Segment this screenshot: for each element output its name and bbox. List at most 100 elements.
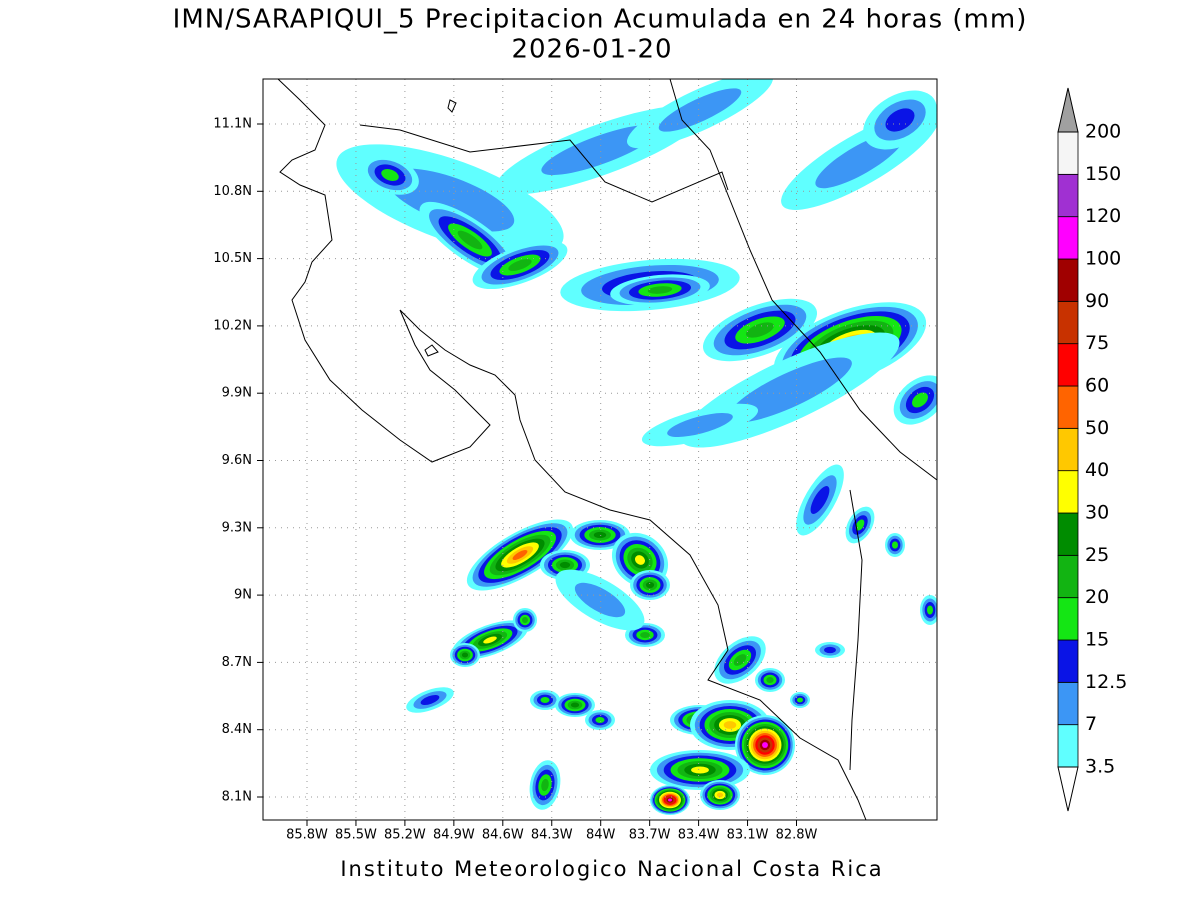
colorbar-label: 15 bbox=[1085, 629, 1109, 651]
colorbar-arrow-bottom bbox=[1057, 766, 1079, 812]
rain-area bbox=[810, 486, 830, 514]
rain-area bbox=[508, 259, 532, 271]
x-tick-label: 83.1W bbox=[727, 828, 769, 843]
colorbar-label: 200 bbox=[1085, 121, 1121, 143]
colorbar-label: 50 bbox=[1085, 417, 1109, 439]
title: IMN/SARAPIQUI_5 Precipitacion Acumulada … bbox=[173, 5, 1028, 35]
precipitation-field bbox=[336, 79, 937, 815]
colorbar-label: 20 bbox=[1085, 586, 1109, 608]
credit: Instituto Meteorologico Nacional Costa R… bbox=[340, 857, 883, 881]
rain-area bbox=[658, 88, 742, 132]
color-swatch bbox=[1057, 216, 1079, 260]
colorbar-arrow-top bbox=[1057, 87, 1079, 133]
colorbar-label: 12.5 bbox=[1085, 671, 1127, 693]
colorbar-label: 40 bbox=[1085, 459, 1109, 481]
rain-area bbox=[824, 646, 836, 654]
rain-area bbox=[540, 696, 550, 704]
color-swatch bbox=[1057, 300, 1079, 345]
y-tick-label: 10.2N bbox=[213, 318, 252, 333]
rain-area bbox=[645, 581, 655, 589]
coastlines bbox=[277, 79, 937, 820]
rain-area bbox=[483, 636, 497, 644]
color-swatch bbox=[1057, 597, 1079, 641]
x-tick-label: 84.9W bbox=[433, 828, 475, 843]
color-swatch bbox=[1057, 385, 1079, 429]
color-swatch bbox=[1057, 131, 1079, 175]
colorbar: 3.5 7 12.5 15 20 25 30 40 50 60 75 90 100 120 150 200 bbox=[1057, 87, 1127, 812]
rain-area bbox=[522, 617, 528, 623]
rain-area bbox=[796, 697, 804, 703]
grid: 85.8W 85.5W 85.2W 84.9W 84.6W 84.3W 84W 83.7W 83… bbox=[213, 79, 937, 843]
y-tick-label: 10.5N bbox=[213, 251, 252, 266]
rain-area bbox=[891, 541, 899, 549]
colorbar-label: 30 bbox=[1085, 502, 1109, 524]
x-tick-label: 84.6W bbox=[482, 828, 524, 843]
x-tick-label: 85.5W bbox=[335, 828, 377, 843]
rain-area bbox=[381, 169, 399, 181]
rain-area bbox=[667, 412, 733, 438]
rain-area bbox=[640, 632, 650, 638]
rain-area bbox=[461, 652, 469, 658]
rain-area bbox=[647, 286, 673, 294]
x-tick-label: 82.8W bbox=[776, 828, 818, 843]
rain-area bbox=[457, 230, 483, 250]
colorbar-label: 150 bbox=[1085, 163, 1121, 185]
colorbar-label: 75 bbox=[1085, 332, 1109, 354]
rain-area bbox=[762, 742, 768, 748]
rain-area bbox=[668, 798, 672, 802]
colorbar-label: 7 bbox=[1085, 713, 1097, 735]
x-tick-label: 83.7W bbox=[629, 828, 671, 843]
color-swatch bbox=[1057, 639, 1079, 683]
rain-area bbox=[716, 792, 724, 798]
rain-area bbox=[574, 582, 626, 618]
x-tick-label: 84W bbox=[586, 828, 616, 843]
colorbar-label: 60 bbox=[1085, 375, 1109, 397]
colorbar-label: 120 bbox=[1085, 205, 1121, 227]
y-tick-label: 11.1N bbox=[213, 117, 252, 132]
rain-area bbox=[766, 677, 774, 683]
x-tick-label: 85.8W bbox=[286, 828, 328, 843]
y-tick-label: 9.9N bbox=[222, 386, 252, 401]
rain-area bbox=[541, 778, 549, 792]
y-tick-label: 9.3N bbox=[222, 520, 252, 535]
rain-area bbox=[926, 605, 934, 615]
y-tick-label: 8.1N bbox=[222, 790, 252, 805]
colorbar-label: 3.5 bbox=[1085, 756, 1115, 778]
color-swatch bbox=[1057, 554, 1079, 599]
color-swatch bbox=[1057, 343, 1079, 387]
rain-area bbox=[559, 561, 571, 569]
colorbar-label: 100 bbox=[1085, 248, 1121, 270]
rain-area bbox=[746, 322, 774, 338]
rain-area bbox=[512, 550, 528, 560]
x-tick-label: 84.3W bbox=[531, 828, 573, 843]
x-tick-label: 85.2W bbox=[384, 828, 426, 843]
color-swatch bbox=[1057, 470, 1079, 514]
rain-area bbox=[691, 766, 709, 774]
color-swatch bbox=[1057, 173, 1079, 218]
color-swatch bbox=[1057, 258, 1079, 302]
color-swatch bbox=[1057, 512, 1079, 556]
colorbar-label: 25 bbox=[1085, 544, 1109, 566]
rain-area bbox=[570, 702, 580, 708]
rain-area bbox=[595, 716, 605, 724]
rain-area bbox=[885, 108, 915, 132]
rain-area bbox=[420, 694, 440, 706]
rain-area bbox=[635, 555, 645, 565]
rain-area bbox=[723, 721, 737, 729]
map-frame bbox=[262, 78, 938, 821]
rain-area bbox=[728, 357, 852, 423]
y-tick-label: 10.8N bbox=[213, 184, 252, 199]
color-swatch bbox=[1057, 427, 1079, 472]
y-tick-label: 8.7N bbox=[222, 655, 252, 670]
color-swatch bbox=[1057, 724, 1079, 768]
x-tick-label: 83.4W bbox=[678, 828, 720, 843]
y-tick-label: 9N bbox=[234, 588, 252, 603]
colorbar-label: 90 bbox=[1085, 290, 1109, 312]
rain-area bbox=[912, 392, 928, 408]
y-tick-label: 8.4N bbox=[222, 722, 252, 737]
rain-area bbox=[733, 654, 747, 666]
rain-area bbox=[593, 531, 607, 539]
y-tick-label: 9.6N bbox=[222, 453, 252, 468]
color-swatch bbox=[1057, 681, 1079, 726]
subtitle: 2026-01-20 bbox=[511, 35, 672, 65]
